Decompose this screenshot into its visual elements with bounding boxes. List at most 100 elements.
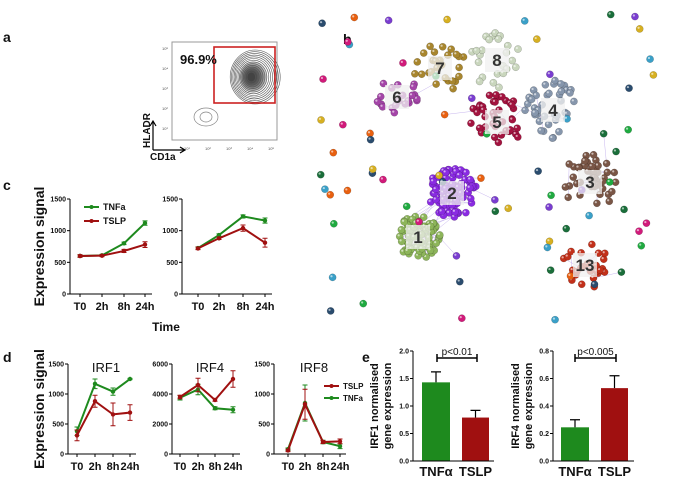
node-highlight: [568, 273, 571, 276]
network-node: [521, 106, 529, 115]
node-highlight: [566, 161, 570, 165]
data-point-TNFa: [337, 444, 343, 449]
node-highlight: [459, 316, 462, 319]
data-point-TSLP: [302, 402, 308, 407]
node-highlight: [532, 110, 535, 113]
y-tick-label: 500: [52, 422, 64, 429]
cluster-label-box: [573, 253, 597, 277]
y-tick-label: 1.0: [399, 404, 409, 411]
node-highlight: [477, 79, 480, 82]
node-highlight: [545, 245, 548, 248]
data-point-TSLP: [74, 433, 80, 438]
network-node: [368, 165, 377, 174]
data-point-TSLP: [142, 242, 148, 247]
node-highlight: [477, 104, 480, 107]
network-node: [458, 314, 466, 323]
node-highlight: [559, 89, 562, 92]
node-highlight: [456, 74, 459, 77]
network-node: [379, 175, 387, 184]
node-highlight: [450, 86, 454, 89]
network-node: [436, 231, 444, 239]
bar-tslp: [601, 388, 628, 461]
node-highlight: [400, 60, 403, 63]
node-highlight: [607, 199, 610, 202]
network-node: [438, 42, 447, 51]
line-chart-c2: 0 500 1000 1500 T0 2h 8h 24h: [162, 197, 274, 314]
node-highlight: [529, 97, 532, 100]
node-highlight: [331, 221, 334, 224]
y-axis-label: gene expression: [523, 362, 535, 449]
network-node: [491, 98, 499, 106]
node-highlight: [474, 48, 477, 51]
node-highlight: [483, 34, 487, 37]
series-line-TNFa: [76, 378, 131, 432]
node-highlight: [440, 44, 443, 47]
network-node: [466, 175, 475, 184]
network-node: [449, 84, 457, 93]
node-highlight: [546, 91, 549, 94]
legend-label-TNFa: TNFa: [103, 202, 126, 212]
legend-marker: [89, 219, 94, 223]
y-tick-label: 2000: [152, 422, 168, 429]
node-highlight: [497, 33, 501, 36]
network-node: [465, 184, 474, 192]
x-tick-label: 24h: [121, 461, 140, 473]
network-node: [441, 168, 450, 177]
network-node: [531, 108, 539, 117]
y-tick-label: 1500: [162, 197, 178, 204]
node-highlight: [492, 135, 495, 138]
node-highlight: [399, 239, 402, 242]
node-highlight: [510, 58, 513, 61]
node-highlight: [345, 188, 348, 191]
x-tick-label: T0: [174, 461, 187, 473]
network-edge: [414, 77, 446, 96]
cluster-label-2: 2: [447, 184, 456, 203]
node-highlight: [413, 220, 416, 223]
data-point-TNFa: [127, 376, 133, 382]
network-node: [599, 129, 608, 138]
data-point-TNFa: [110, 389, 116, 394]
node-highlight: [404, 204, 407, 207]
node-highlight: [565, 195, 569, 198]
panel-label-c: c: [3, 177, 11, 193]
node-highlight: [320, 76, 324, 80]
node-highlight: [477, 125, 480, 129]
network-node: [399, 59, 407, 67]
y-axis-label: IRF1 normalised: [369, 363, 381, 449]
node-highlight: [564, 111, 567, 114]
y-tick-label: 500: [54, 260, 66, 267]
x-tick-label: 10¹: [184, 146, 190, 151]
node-highlight: [480, 75, 483, 78]
node-highlight: [604, 161, 607, 164]
bar-tslp: [462, 417, 489, 461]
node-highlight: [601, 175, 605, 179]
network-node: [452, 50, 461, 59]
network-node: [533, 35, 541, 43]
contour-line: [246, 71, 256, 83]
node-highlight: [571, 99, 574, 102]
network-node: [625, 84, 633, 92]
node-highlight: [612, 170, 615, 173]
network-edge: [593, 271, 622, 279]
node-highlight: [367, 131, 371, 134]
network-node: [631, 12, 639, 21]
node-highlight: [552, 78, 555, 81]
node-highlight: [446, 210, 450, 213]
node-highlight: [568, 249, 572, 252]
node-highlight: [430, 221, 434, 224]
y-tick-label: 4000: [152, 392, 168, 399]
legend-marker: [89, 205, 94, 209]
node-highlight: [513, 65, 516, 68]
network-node: [477, 174, 485, 182]
panel-label-a: a: [3, 29, 11, 45]
y-tick-label: 0.5: [399, 431, 409, 438]
node-highlight: [548, 267, 551, 271]
network-node: [419, 49, 428, 57]
node-highlight: [594, 201, 597, 204]
y-tick-label: 1500: [48, 362, 64, 369]
node-highlight: [487, 93, 490, 96]
node-highlight: [556, 129, 559, 132]
network-node: [635, 227, 643, 236]
network-node: [397, 225, 406, 234]
node-highlight: [522, 108, 526, 111]
